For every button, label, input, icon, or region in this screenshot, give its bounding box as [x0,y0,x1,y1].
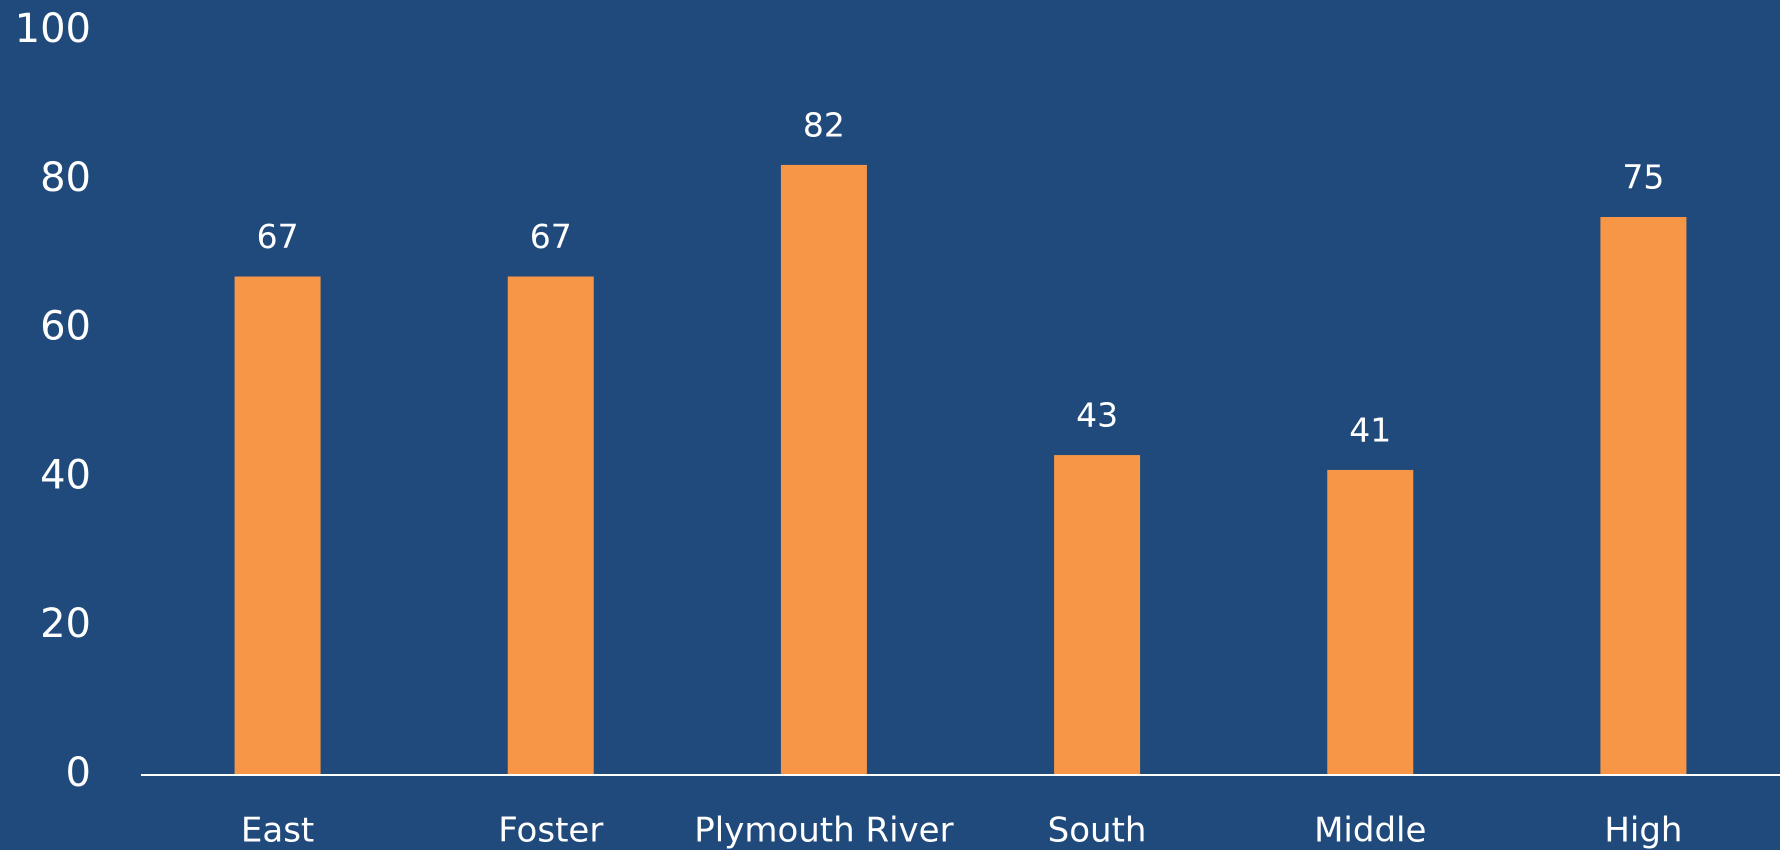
data-label: 43 [1076,396,1118,435]
x-tick-label: South [1048,811,1147,850]
data-label: 82 [803,105,845,144]
y-tick-label: 80 [40,155,91,201]
data-label: 67 [530,217,572,256]
data-label: 75 [1622,158,1664,197]
bar [780,164,867,776]
bar [507,276,594,775]
y-tick-label: 60 [40,304,91,350]
x-tick-label: Middle [1314,811,1426,850]
x-tick-label: East [241,811,314,850]
y-tick-label: 100 [15,6,91,52]
x-tick-label: Foster [498,811,603,850]
x-tick-label: Plymouth River [694,811,953,850]
x-tick-label: High [1604,811,1682,850]
bar [1054,455,1141,775]
data-label: 41 [1349,410,1391,449]
bar [1327,469,1414,775]
y-tick-label: 0 [66,750,91,796]
bar [1600,217,1687,775]
y-tick-label: 40 [40,452,91,498]
y-tick-label: 20 [40,601,91,647]
data-label: 67 [257,217,299,256]
bar [234,276,321,775]
